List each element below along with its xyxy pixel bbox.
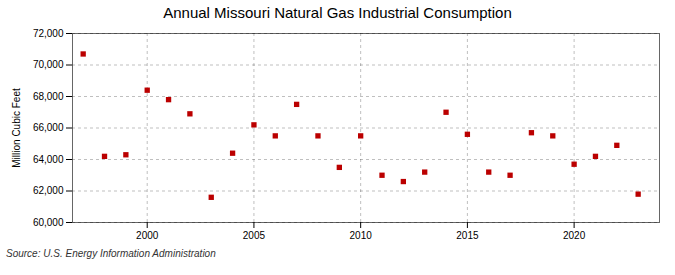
svg-text:66,000: 66,000 xyxy=(33,122,64,133)
svg-text:68,000: 68,000 xyxy=(33,91,64,102)
svg-text:70,000: 70,000 xyxy=(33,59,64,70)
svg-text:2000: 2000 xyxy=(136,230,159,241)
svg-text:64,000: 64,000 xyxy=(33,154,64,165)
html-text:Source: U.S. Energy Informatio: Source: U.S. Energy Information Administ… xyxy=(6,248,216,259)
svg-text:60,000: 60,000 xyxy=(33,217,64,228)
svg-text:2020: 2020 xyxy=(563,230,586,241)
svg-text:72,000: 72,000 xyxy=(33,28,64,39)
svg-text:2005: 2005 xyxy=(243,230,266,241)
svg-text:62,000: 62,000 xyxy=(33,185,64,196)
html-text:Annual Missouri Natural Gas In: Annual Missouri Natural Gas Industrial C… xyxy=(163,4,512,21)
svg-text:Million Cubic Feet: Million Cubic Feet xyxy=(11,88,22,168)
svg-text:2010: 2010 xyxy=(350,230,373,241)
svg-text:2015: 2015 xyxy=(456,230,479,241)
